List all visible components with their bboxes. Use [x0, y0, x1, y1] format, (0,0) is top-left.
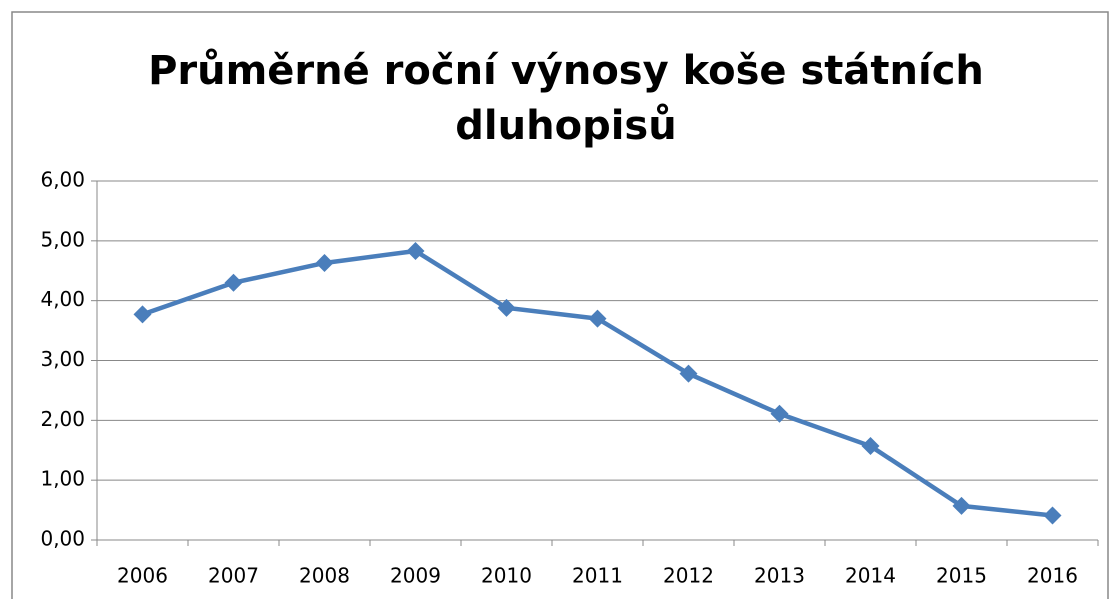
y-tick-label: 6,00 — [40, 168, 85, 192]
x-tick-label: 2010 — [481, 564, 532, 588]
x-tick-label: 2009 — [390, 564, 441, 588]
x-tick-label: 2006 — [117, 564, 168, 588]
data-marker — [406, 242, 425, 261]
x-tick-label: 2016 — [1027, 564, 1078, 588]
chart-frame — [11, 11, 1109, 599]
data-marker — [133, 305, 152, 324]
x-tick-label: 2012 — [663, 564, 714, 588]
x-tick-label: 2015 — [936, 564, 987, 588]
y-tick-label: 0,00 — [40, 527, 85, 551]
data-marker — [588, 309, 607, 328]
data-marker — [770, 404, 789, 423]
x-tick-label: 2011 — [572, 564, 623, 588]
data-marker — [497, 298, 516, 317]
data-marker — [315, 253, 334, 272]
x-tick-label: 2014 — [845, 564, 896, 588]
y-tick-label: 5,00 — [40, 227, 85, 251]
data-marker — [952, 496, 971, 515]
x-tick-label: 2013 — [754, 564, 805, 588]
y-tick-label: 2,00 — [40, 407, 85, 431]
x-tick-label: 2007 — [208, 564, 259, 588]
chart-title: dluhopisů — [455, 102, 676, 149]
y-tick-label: 4,00 — [40, 287, 85, 311]
data-marker — [224, 273, 243, 292]
x-tick-label: 2008 — [299, 564, 350, 588]
data-marker — [1043, 506, 1062, 525]
chart-title: Průměrné roční výnosy koše státních — [148, 47, 984, 94]
data-marker — [861, 437, 880, 456]
y-tick-label: 1,00 — [40, 467, 85, 491]
data-marker — [679, 364, 698, 383]
y-tick-label: 3,00 — [40, 347, 85, 371]
